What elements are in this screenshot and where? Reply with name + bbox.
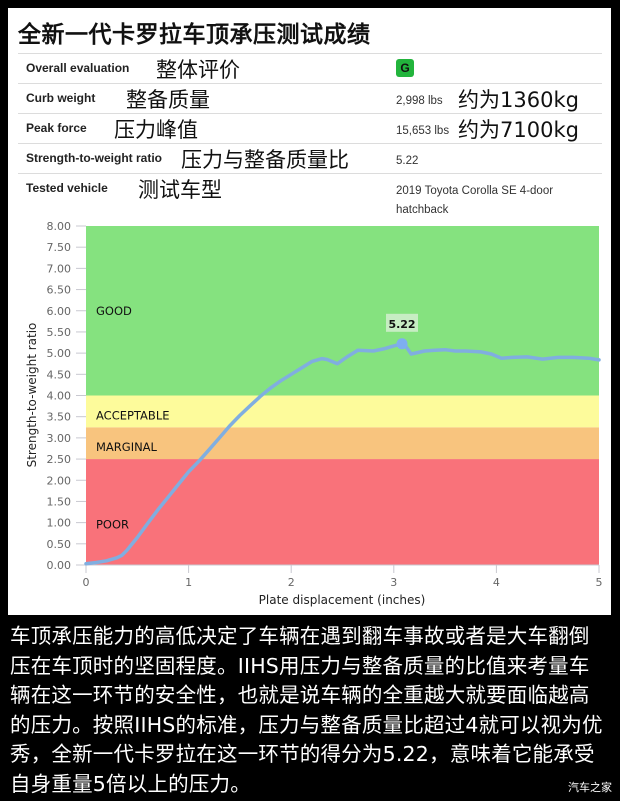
y-tick-label: 1.00: [47, 517, 72, 530]
peak-marker: [396, 338, 408, 350]
y-tick-label: 2.00: [47, 474, 72, 487]
band-label: MARGINAL: [96, 440, 158, 454]
caption-text: 车顶承压能力的高低决定了车辆在遇到翻车事故或者是大车翻倒压在车顶时的坚固程度。I…: [10, 624, 603, 796]
spec-value: 2,998 lbs: [396, 95, 443, 107]
spec-row-peak-force: Peak force 压力峰值 15,653 lbs 约为7100kg: [18, 113, 602, 143]
spec-value-cn: 约为1360kg: [458, 88, 579, 112]
spec-label: Peak force: [26, 121, 87, 135]
watermark: 汽车之家: [568, 781, 612, 794]
spec-label: Tested vehicle: [26, 181, 108, 195]
rating-bands: POOR MARGINAL ACCEPTABLE GOOD: [86, 226, 599, 565]
band-poor: [86, 459, 599, 565]
spec-row-overall: Overall evaluation 整体评价 G: [18, 53, 602, 83]
band-label: GOOD: [96, 304, 132, 318]
x-tick-label: 2: [288, 576, 295, 589]
y-tick-label: 4.00: [47, 390, 72, 403]
band-acceptable: [86, 395, 599, 428]
spec-row-curb-weight: Curb weight 整备质量 2,998 lbs 约为1360kg: [18, 83, 602, 113]
x-tick-label: 4: [493, 576, 500, 589]
spec-table: Overall evaluation 整体评价 G Curb weight 整备…: [18, 53, 602, 222]
band-marginal: [86, 427, 599, 460]
x-tick-label: 1: [185, 576, 192, 589]
x-tick-label: 3: [390, 576, 397, 589]
spec-cn-label: 测试车型: [138, 178, 222, 202]
band-label: ACCEPTABLE: [96, 408, 170, 422]
spec-cn-label: 压力峰值: [114, 118, 198, 142]
spec-value: 5.22: [396, 155, 419, 167]
vehicle-line-1: 2019 Toyota Corolla SE 4-door: [396, 185, 554, 197]
y-tick-label: 3.00: [47, 432, 72, 445]
y-tick-label: 6.00: [47, 305, 72, 318]
x-axis-label: Plate displacement (inches): [259, 593, 426, 607]
y-axis-label: Strength-to-weight ratio: [25, 323, 39, 468]
band-label: POOR: [96, 518, 129, 532]
y-tick-label: 4.50: [47, 368, 72, 381]
spec-value: 15,653 lbs: [396, 125, 450, 137]
y-tick-label: 6.50: [47, 284, 72, 297]
rating-badge: G: [396, 59, 414, 77]
spec-value: 2019 Toyota Corolla SE 4-door hatchback: [396, 182, 553, 220]
spec-label: Overall evaluation: [26, 61, 130, 75]
y-tick-label: 7.00: [47, 262, 72, 275]
spec-cn-label: 压力与整备质量比: [181, 148, 349, 172]
y-tick-label: 2.50: [47, 453, 72, 466]
x-tick-label: 0: [83, 576, 90, 589]
spec-row-vehicle: Tested vehicle 测试车型 2019 Toyota Corolla …: [18, 173, 602, 222]
data-line: [84, 342, 601, 566]
peak-annotation: 5.22: [386, 313, 419, 350]
spec-cn-label: 整备质量: [126, 88, 210, 112]
page-title: 全新一代卡罗拉车顶承压测试成绩: [18, 22, 371, 48]
spec-value-cn: 约为7100kg: [458, 118, 579, 142]
y-tick-label: 1.50: [47, 495, 72, 508]
y-tick-label: 8.00: [47, 220, 72, 233]
spec-label: Strength-to-weight ratio: [26, 151, 162, 165]
spec-cn-label: 整体评价: [156, 58, 240, 82]
x-axis: 0 1 2 3 4 5: [83, 564, 603, 589]
y-tick-label: 5.50: [47, 326, 72, 339]
y-tick-label: 3.50: [47, 411, 72, 424]
y-tick-label: 7.50: [47, 241, 72, 254]
peak-label: 5.22: [388, 318, 415, 331]
peak-label-box: [386, 313, 419, 332]
roof-strength-chart: POOR MARGINAL ACCEPTABLE GOOD 0.00 0.50 1.00 1…: [25, 220, 603, 607]
y-axis: 0.00 0.50 1.00 1.50 2.00 2.50 3.00 3.50 4.00 4.50…: [47, 220, 86, 572]
y-tick-label: 0.50: [47, 538, 72, 551]
vehicle-line-2: hatchback: [396, 204, 449, 216]
band-good: [86, 226, 599, 396]
y-tick-label: 5.00: [47, 347, 72, 360]
spec-label: Curb weight: [26, 91, 96, 105]
x-tick-label: 5: [596, 576, 603, 589]
y-tick-label: 0.00: [47, 559, 72, 572]
spec-row-ratio: Strength-to-weight ratio 压力与整备质量比 5.22: [18, 143, 602, 173]
